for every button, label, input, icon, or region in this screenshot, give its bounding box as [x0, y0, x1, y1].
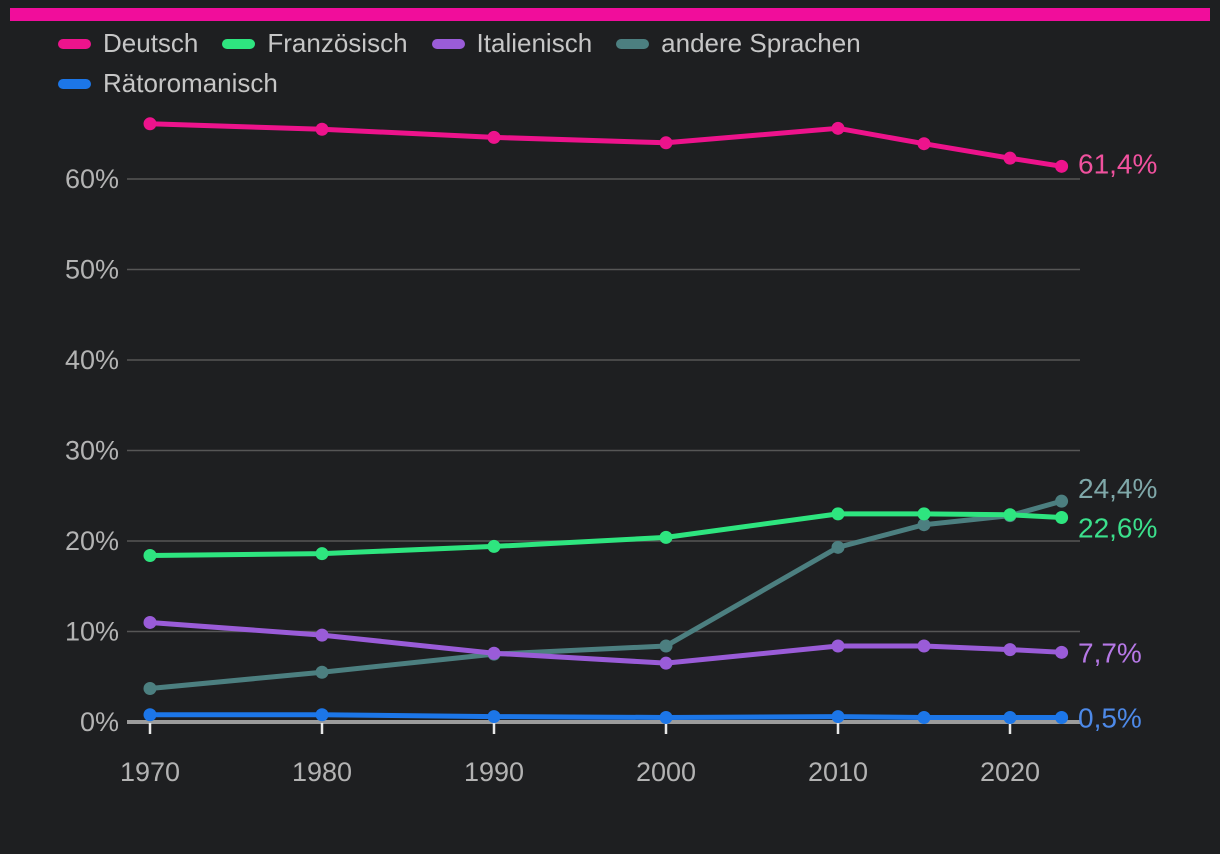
- brand-bar: [10, 8, 1210, 21]
- series-line-raetoromanisch: [147, 712, 1065, 720]
- value-label-italienisch: 7,7%: [1078, 637, 1142, 668]
- data-point-raetoromanisch-1980: [315, 708, 329, 722]
- raetoromanisch-color-swatch-icon: [58, 78, 91, 89]
- data-point-italienisch-2020: [1003, 643, 1017, 657]
- legend-label-italienisch: Italienisch: [476, 28, 593, 58]
- andere-sprachen-color-swatch-icon: [616, 38, 650, 49]
- data-point-andere-sprachen-2000: [659, 639, 673, 653]
- data-point-franzoesisch-2020: [1003, 508, 1017, 522]
- data-point-andere-sprachen-1980: [315, 665, 329, 679]
- data-point-raetoromanisch-2000: [659, 710, 673, 724]
- legend-item-raetoromanisch: Rätoromanisch: [58, 67, 278, 100]
- data-point-deutsch-2010: [831, 121, 845, 135]
- data-point-raetoromanisch-1990: [487, 710, 501, 724]
- data-point-franzoesisch-1990: [487, 539, 501, 553]
- legend-label-franzoesisch: Französisch: [267, 28, 408, 58]
- data-point-franzoesisch-2015: [917, 507, 931, 521]
- legend-item-deutsch: Deutsch: [58, 27, 198, 60]
- chart-legend: Deutsch Französisch Italienisch andere S…: [58, 27, 1038, 100]
- data-point-franzoesisch-2023: [1055, 510, 1069, 524]
- data-point-deutsch-2020: [1003, 151, 1017, 165]
- y-axis-label-50: 50%: [65, 255, 119, 285]
- value-label-deutsch: 61,4%: [1078, 148, 1157, 179]
- y-axis-label-30: 30%: [65, 436, 119, 466]
- data-point-raetoromanisch-2023: [1055, 710, 1069, 724]
- data-point-raetoromanisch-2020: [1003, 710, 1017, 724]
- legend-row-1: Deutsch Französisch Italienisch andere S…: [58, 27, 1038, 60]
- data-point-deutsch-2000: [659, 136, 673, 150]
- y-axis-label-40: 40%: [65, 345, 119, 375]
- series-line-deutsch: [147, 121, 1065, 169]
- data-point-raetoromanisch-2010: [831, 710, 845, 724]
- data-point-andere-sprachen-2010: [831, 540, 845, 554]
- data-point-raetoromanisch-2015: [917, 710, 931, 724]
- data-point-deutsch-1970: [143, 117, 157, 131]
- y-axis-label-10: 10%: [65, 617, 119, 647]
- data-point-deutsch-2015: [917, 137, 931, 151]
- deutsch-color-swatch-icon: [58, 38, 91, 49]
- franzoesisch-color-swatch-icon: [222, 38, 256, 49]
- data-point-deutsch-1990: [487, 130, 501, 144]
- legend-item-italienisch: Italienisch: [431, 27, 593, 60]
- data-point-andere-sprachen-2023: [1055, 494, 1069, 508]
- data-point-deutsch-2023: [1055, 159, 1069, 173]
- data-point-italienisch-2000: [659, 656, 673, 670]
- y-axis-label-60: 60%: [65, 164, 119, 194]
- data-point-franzoesisch-2010: [831, 507, 845, 521]
- x-axis-label-2010: 2010: [808, 757, 868, 787]
- x-axis-label-1990: 1990: [464, 757, 524, 787]
- data-point-raetoromanisch-1970: [143, 708, 157, 722]
- value-label-andere-sprachen: 24,4%: [1078, 473, 1157, 504]
- legend-label-deutsch: Deutsch: [103, 28, 199, 58]
- series-line-andere-sprachen: [147, 498, 1065, 692]
- value-label-raetoromanisch: 0,5%: [1078, 702, 1142, 733]
- data-point-andere-sprachen-1970: [143, 682, 157, 696]
- data-point-italienisch-1980: [315, 628, 329, 642]
- data-point-italienisch-2023: [1055, 645, 1069, 659]
- data-point-franzoesisch-2000: [659, 530, 673, 544]
- legend-item-andere-sprachen: andere Sprachen: [616, 27, 861, 60]
- x-axis-label-1970: 1970: [120, 757, 180, 787]
- data-point-andere-sprachen-2015: [917, 518, 931, 532]
- y-axis-label-20: 20%: [65, 526, 119, 556]
- legend-label-raetoromanisch: Rätoromanisch: [103, 68, 278, 98]
- y-axis-label-0: 0%: [80, 707, 119, 737]
- data-point-italienisch-2010: [831, 639, 845, 653]
- legend-row-2: Rätoromanisch: [58, 67, 1038, 100]
- legend-item-franzoesisch: Französisch: [222, 27, 408, 60]
- series-line-italienisch: [147, 619, 1065, 666]
- x-axis-label-2000: 2000: [636, 757, 696, 787]
- x-axis-label-1980: 1980: [292, 757, 352, 787]
- data-point-franzoesisch-1980: [315, 547, 329, 561]
- italienisch-color-swatch-icon: [431, 38, 465, 49]
- value-label-franzoesisch: 22,6%: [1078, 512, 1157, 543]
- data-point-italienisch-2015: [917, 639, 931, 653]
- legend-label-andere-sprachen: andere Sprachen: [661, 28, 861, 58]
- x-axis-label-2020: 2020: [980, 757, 1040, 787]
- data-point-deutsch-1980: [315, 122, 329, 136]
- data-point-italienisch-1990: [487, 646, 501, 660]
- data-point-franzoesisch-1970: [143, 548, 157, 562]
- series-line-franzoesisch: [147, 511, 1065, 558]
- data-point-italienisch-1970: [143, 615, 157, 629]
